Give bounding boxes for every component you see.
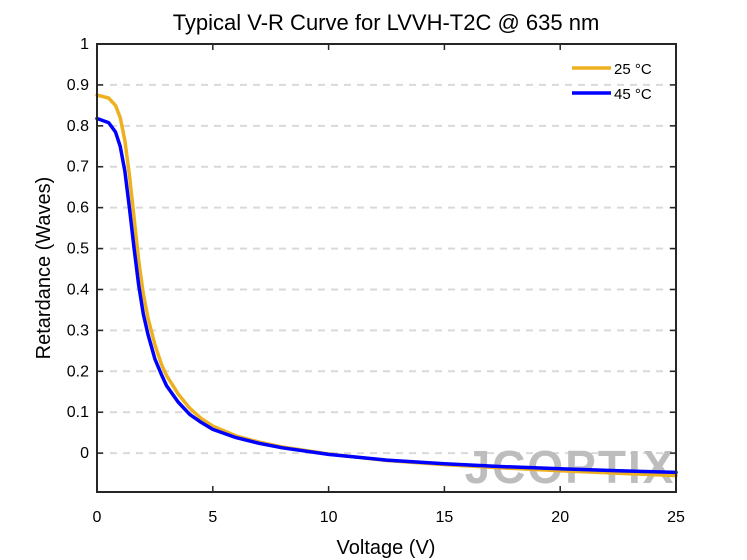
x-axis-label: Voltage (V) [337,537,436,559]
y-tick-label-2: 0.2 [67,363,89,380]
y-tick-label-6: 0.6 [67,200,89,217]
x-tick-label-3: 15 [436,509,454,526]
plot-area-frame [96,43,677,493]
axis-ticks [96,43,677,492]
y-axis-label: Retardance (Waves) [33,177,55,360]
y-tick-labels: 0 0.1 0.2 0.3 0.4 0.5 0.6 0.7 0.8 0.9 1 [67,36,89,462]
y-tick-label-4: 0.4 [67,281,89,298]
series-line-1 [95,116,678,475]
x-tick-label-4: 20 [551,509,569,526]
x-tick-label-5: 25 [667,509,685,526]
grid-lines [97,83,676,455]
x-tick-label-0: 0 [93,509,102,526]
series-lines [95,93,678,478]
x-tick-label-1: 5 [208,509,217,526]
chart-title: Typical V-R Curve for LVVH-T2C @ 635 nm [173,10,600,35]
y-tick-label-8: 0.8 [67,118,89,135]
y-tick-label-7: 0.7 [67,159,89,176]
y-tick-label-10: 1 [80,36,89,53]
x-tick-labels: 0 5 10 15 20 25 [93,509,685,526]
y-tick-label-5: 0.5 [67,241,89,258]
legend-label-1: 45 °C [614,86,652,103]
y-tick-label-1: 0.1 [67,404,89,421]
series-line-0 [95,93,678,478]
x-tick-label-2: 10 [320,509,338,526]
y-tick-label-9: 0.9 [67,77,89,94]
legend: 25 °C 45 °C [572,61,652,103]
legend-label-0: 25 °C [614,61,652,78]
y-tick-label-3: 0.3 [67,322,89,339]
y-tick-label-0: 0 [80,445,89,462]
